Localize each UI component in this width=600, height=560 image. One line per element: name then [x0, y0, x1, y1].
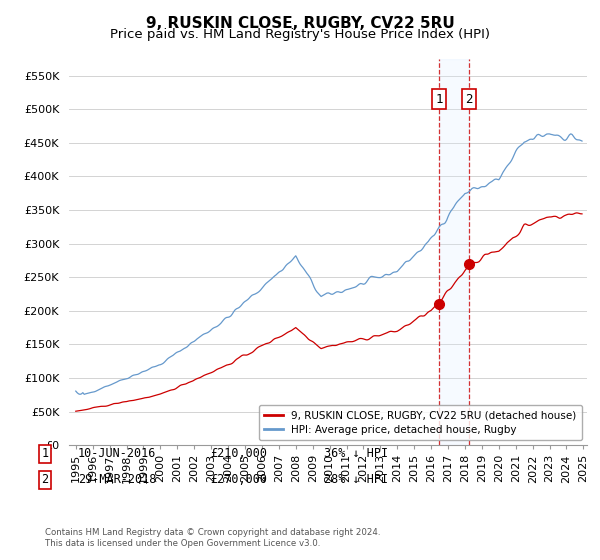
Text: 2: 2 [466, 92, 473, 106]
Text: Contains HM Land Registry data © Crown copyright and database right 2024.
This d: Contains HM Land Registry data © Crown c… [45, 528, 380, 548]
Text: 2: 2 [41, 473, 49, 487]
Text: 1: 1 [41, 447, 49, 460]
Text: 10-JUN-2016: 10-JUN-2016 [78, 447, 157, 460]
Text: 1: 1 [435, 92, 443, 106]
Legend: 9, RUSKIN CLOSE, RUGBY, CV22 5RU (detached house), HPI: Average price, detached : 9, RUSKIN CLOSE, RUGBY, CV22 5RU (detach… [259, 405, 581, 440]
Text: 36% ↓ HPI: 36% ↓ HPI [324, 447, 388, 460]
Text: 29-MAR-2018: 29-MAR-2018 [78, 473, 157, 487]
Bar [439, 59, 469, 445]
Text: £210,000: £210,000 [210, 447, 267, 460]
Text: Price paid vs. HM Land Registry's House Price Index (HPI): Price paid vs. HM Land Registry's House … [110, 28, 490, 41]
Text: 9, RUSKIN CLOSE, RUGBY, CV22 5RU: 9, RUSKIN CLOSE, RUGBY, CV22 5RU [146, 16, 454, 31]
Text: £270,000: £270,000 [210, 473, 267, 487]
Text: 28% ↓ HPI: 28% ↓ HPI [324, 473, 388, 487]
